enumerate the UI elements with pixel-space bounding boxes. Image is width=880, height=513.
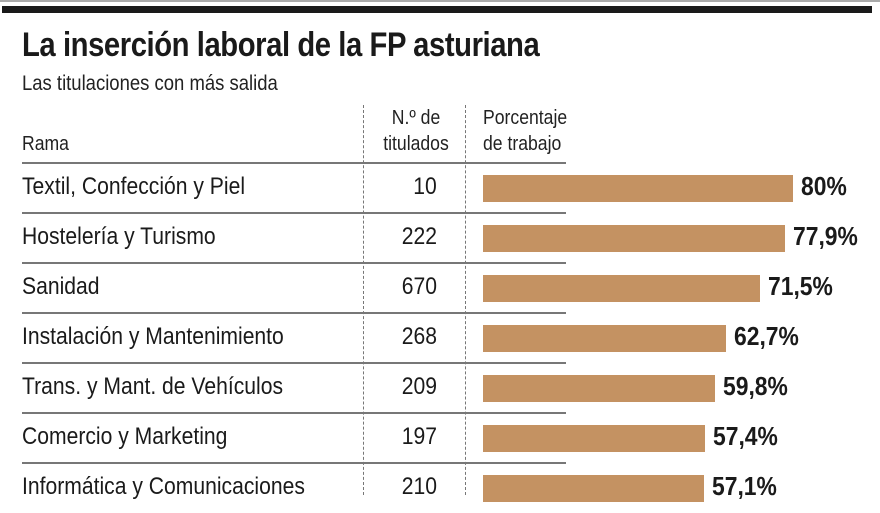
data-label: 57,1% xyxy=(712,471,778,501)
rama-label: Comercio y Marketing xyxy=(22,423,228,450)
bar xyxy=(483,225,785,252)
titulados-value: 670 xyxy=(401,273,437,300)
row-separator xyxy=(22,262,566,264)
rama-label: Trans. y Mant. de Vehículos xyxy=(22,373,284,400)
header-porcentaje-line1: Porcentaje xyxy=(483,107,568,129)
chart-subtitle: Las titulaciones con más salida xyxy=(22,72,278,95)
rama-label: Sanidad xyxy=(22,273,100,300)
table-row: Hostelería y Turismo 222 77,9% xyxy=(0,212,880,263)
bar xyxy=(483,325,726,352)
rama-label: Hostelería y Turismo xyxy=(22,223,216,250)
titulados-value: 197 xyxy=(401,423,437,450)
table-row: Textil, Confección y Piel 10 80% xyxy=(0,162,880,213)
rama-label: Informática y Comunicaciones xyxy=(22,473,305,500)
data-label: 62,7% xyxy=(733,321,799,351)
row-separator xyxy=(22,412,566,414)
table-row: Comercio y Marketing 197 57,4% xyxy=(0,412,880,463)
row-separator xyxy=(22,312,566,314)
row-separator xyxy=(22,162,566,164)
top-rule xyxy=(0,0,880,2)
row-separator xyxy=(22,212,566,214)
bar xyxy=(483,175,793,202)
bar xyxy=(483,475,705,502)
titulados-value: 222 xyxy=(401,223,437,250)
titulados-value: 209 xyxy=(401,373,437,400)
header-titulados: N.º de titulados xyxy=(374,105,458,157)
bar xyxy=(483,425,706,452)
header-porcentaje: Porcentaje de trabajo xyxy=(483,105,567,157)
data-label: 59,8% xyxy=(722,371,788,401)
table-row: Trans. y Mant. de Vehículos 209 59,8% xyxy=(0,362,880,413)
header-titulados-line1: N.º de xyxy=(391,107,441,129)
table-row: Sanidad 670 71,5% xyxy=(0,262,880,313)
rama-label: Instalación y Mantenimiento xyxy=(22,323,284,350)
header-titulados-line2: titulados xyxy=(383,133,449,155)
bar xyxy=(483,275,761,302)
data-label: 57,4% xyxy=(713,421,779,451)
table-row: Instalación y Mantenimiento 268 62,7% xyxy=(0,312,880,363)
header-rama: Rama xyxy=(22,133,69,155)
data-label: 71,5% xyxy=(768,271,833,301)
titulados-value: 10 xyxy=(413,173,437,200)
header-porcentaje-line2: de trabajo xyxy=(483,133,562,155)
data-label: 80% xyxy=(801,171,847,201)
column-divider xyxy=(363,105,364,495)
data-label: 77,9% xyxy=(792,221,858,251)
row-separator xyxy=(22,362,566,364)
column-divider xyxy=(465,105,466,495)
rama-label: Textil, Confección y Piel xyxy=(22,173,246,200)
row-separator xyxy=(22,462,566,464)
chart-title: La inserción laboral de la FP asturiana xyxy=(22,26,540,64)
bar xyxy=(483,375,715,402)
top-bar xyxy=(2,6,872,13)
titulados-value: 210 xyxy=(401,473,437,500)
titulados-value: 268 xyxy=(401,323,437,350)
table-row: Informática y Comunicaciones 210 57,1% xyxy=(0,462,880,513)
